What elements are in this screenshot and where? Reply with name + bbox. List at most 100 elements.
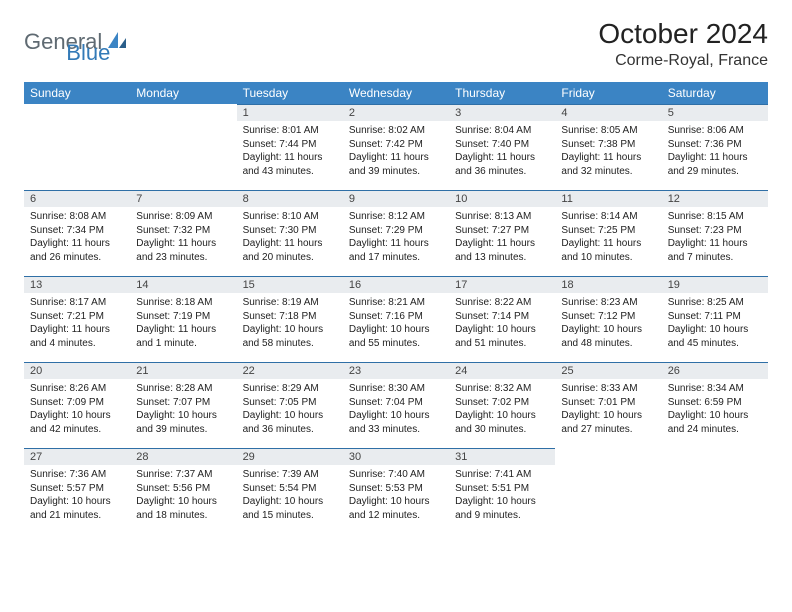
day-number: 2 [343, 104, 449, 121]
daylight-text: Daylight: 10 hours and 27 minutes. [561, 409, 655, 436]
day-content: Sunrise: 8:32 AMSunset: 7:02 PMDaylight:… [449, 379, 555, 440]
sunrise-text: Sunrise: 8:19 AM [243, 296, 337, 310]
day-number: 29 [237, 448, 343, 465]
day-number: 10 [449, 190, 555, 207]
day-content: Sunrise: 8:33 AMSunset: 7:01 PMDaylight:… [555, 379, 661, 440]
day-number: 20 [24, 362, 130, 379]
sunrise-text: Sunrise: 8:04 AM [455, 124, 549, 138]
sunrise-text: Sunrise: 8:13 AM [455, 210, 549, 224]
day-content: Sunrise: 7:37 AMSunset: 5:56 PMDaylight:… [130, 465, 236, 526]
calendar-day-cell: 11Sunrise: 8:14 AMSunset: 7:25 PMDayligh… [555, 190, 661, 276]
calendar-day-cell: 31Sunrise: 7:41 AMSunset: 5:51 PMDayligh… [449, 448, 555, 534]
weekday-header: Tuesday [237, 82, 343, 104]
weekday-header: Wednesday [343, 82, 449, 104]
calendar-table: Sunday Monday Tuesday Wednesday Thursday… [24, 82, 768, 534]
weekday-header: Thursday [449, 82, 555, 104]
calendar-day-cell: 22Sunrise: 8:29 AMSunset: 7:05 PMDayligh… [237, 362, 343, 448]
daylight-text: Daylight: 11 hours and 1 minute. [136, 323, 230, 350]
daylight-text: Daylight: 11 hours and 29 minutes. [668, 151, 762, 178]
day-number: 28 [130, 448, 236, 465]
weekday-header: Friday [555, 82, 661, 104]
day-number: 11 [555, 190, 661, 207]
sunset-text: Sunset: 5:51 PM [455, 482, 549, 496]
calendar-day-cell: 19Sunrise: 8:25 AMSunset: 7:11 PMDayligh… [662, 276, 768, 362]
daylight-text: Daylight: 10 hours and 12 minutes. [349, 495, 443, 522]
day-number: 17 [449, 276, 555, 293]
day-content: Sunrise: 8:26 AMSunset: 7:09 PMDaylight:… [24, 379, 130, 440]
weekday-header-row: Sunday Monday Tuesday Wednesday Thursday… [24, 82, 768, 104]
day-number: 3 [449, 104, 555, 121]
calendar-day-cell: 14Sunrise: 8:18 AMSunset: 7:19 PMDayligh… [130, 276, 236, 362]
calendar-day-cell [662, 448, 768, 534]
sunset-text: Sunset: 7:27 PM [455, 224, 549, 238]
sunset-text: Sunset: 7:02 PM [455, 396, 549, 410]
sunrise-text: Sunrise: 8:01 AM [243, 124, 337, 138]
day-content: Sunrise: 8:08 AMSunset: 7:34 PMDaylight:… [24, 207, 130, 268]
calendar-week-row: 27Sunrise: 7:36 AMSunset: 5:57 PMDayligh… [24, 448, 768, 534]
day-number: 15 [237, 276, 343, 293]
day-content: Sunrise: 8:14 AMSunset: 7:25 PMDaylight:… [555, 207, 661, 268]
day-content: Sunrise: 8:19 AMSunset: 7:18 PMDaylight:… [237, 293, 343, 354]
daylight-text: Daylight: 10 hours and 33 minutes. [349, 409, 443, 436]
calendar-day-cell: 17Sunrise: 8:22 AMSunset: 7:14 PMDayligh… [449, 276, 555, 362]
day-content: Sunrise: 8:30 AMSunset: 7:04 PMDaylight:… [343, 379, 449, 440]
sunrise-text: Sunrise: 7:36 AM [30, 468, 124, 482]
calendar-day-cell: 3Sunrise: 8:04 AMSunset: 7:40 PMDaylight… [449, 104, 555, 190]
day-content: Sunrise: 8:04 AMSunset: 7:40 PMDaylight:… [449, 121, 555, 182]
calendar-week-row: 20Sunrise: 8:26 AMSunset: 7:09 PMDayligh… [24, 362, 768, 448]
sunset-text: Sunset: 7:19 PM [136, 310, 230, 324]
daylight-text: Daylight: 10 hours and 15 minutes. [243, 495, 337, 522]
day-number: 8 [237, 190, 343, 207]
calendar-day-cell: 21Sunrise: 8:28 AMSunset: 7:07 PMDayligh… [130, 362, 236, 448]
calendar-page: General Blue October 2024 Corme-Royal, F… [0, 0, 792, 552]
sunrise-text: Sunrise: 8:32 AM [455, 382, 549, 396]
day-number: 27 [24, 448, 130, 465]
calendar-day-cell: 27Sunrise: 7:36 AMSunset: 5:57 PMDayligh… [24, 448, 130, 534]
day-content: Sunrise: 8:13 AMSunset: 7:27 PMDaylight:… [449, 207, 555, 268]
sunset-text: Sunset: 5:54 PM [243, 482, 337, 496]
day-number: 9 [343, 190, 449, 207]
sunset-text: Sunset: 7:44 PM [243, 138, 337, 152]
day-number: 4 [555, 104, 661, 121]
day-content: Sunrise: 8:12 AMSunset: 7:29 PMDaylight:… [343, 207, 449, 268]
calendar-day-cell [24, 104, 130, 190]
calendar-day-cell: 15Sunrise: 8:19 AMSunset: 7:18 PMDayligh… [237, 276, 343, 362]
calendar-day-cell: 23Sunrise: 8:30 AMSunset: 7:04 PMDayligh… [343, 362, 449, 448]
day-content: Sunrise: 8:01 AMSunset: 7:44 PMDaylight:… [237, 121, 343, 182]
sunrise-text: Sunrise: 8:29 AM [243, 382, 337, 396]
daylight-text: Daylight: 11 hours and 36 minutes. [455, 151, 549, 178]
calendar-day-cell: 13Sunrise: 8:17 AMSunset: 7:21 PMDayligh… [24, 276, 130, 362]
sunset-text: Sunset: 7:05 PM [243, 396, 337, 410]
daylight-text: Daylight: 11 hours and 20 minutes. [243, 237, 337, 264]
daylight-text: Daylight: 11 hours and 4 minutes. [30, 323, 124, 350]
calendar-day-cell: 16Sunrise: 8:21 AMSunset: 7:16 PMDayligh… [343, 276, 449, 362]
day-content: Sunrise: 8:25 AMSunset: 7:11 PMDaylight:… [662, 293, 768, 354]
calendar-day-cell: 30Sunrise: 7:40 AMSunset: 5:53 PMDayligh… [343, 448, 449, 534]
sunset-text: Sunset: 7:18 PM [243, 310, 337, 324]
day-number: 22 [237, 362, 343, 379]
day-number: 18 [555, 276, 661, 293]
sunset-text: Sunset: 7:01 PM [561, 396, 655, 410]
daylight-text: Daylight: 10 hours and 45 minutes. [668, 323, 762, 350]
sunrise-text: Sunrise: 8:34 AM [668, 382, 762, 396]
sunrise-text: Sunrise: 8:28 AM [136, 382, 230, 396]
day-number: 14 [130, 276, 236, 293]
sunset-text: Sunset: 7:14 PM [455, 310, 549, 324]
daylight-text: Daylight: 11 hours and 26 minutes. [30, 237, 124, 264]
day-content: Sunrise: 7:39 AMSunset: 5:54 PMDaylight:… [237, 465, 343, 526]
daylight-text: Daylight: 10 hours and 48 minutes. [561, 323, 655, 350]
day-content: Sunrise: 8:23 AMSunset: 7:12 PMDaylight:… [555, 293, 661, 354]
sunrise-text: Sunrise: 8:02 AM [349, 124, 443, 138]
daylight-text: Daylight: 11 hours and 17 minutes. [349, 237, 443, 264]
weekday-header: Monday [130, 82, 236, 104]
sunrise-text: Sunrise: 8:33 AM [561, 382, 655, 396]
sunrise-text: Sunrise: 8:14 AM [561, 210, 655, 224]
daylight-text: Daylight: 10 hours and 55 minutes. [349, 323, 443, 350]
day-content: Sunrise: 7:41 AMSunset: 5:51 PMDaylight:… [449, 465, 555, 526]
day-content: Sunrise: 8:21 AMSunset: 7:16 PMDaylight:… [343, 293, 449, 354]
sunrise-text: Sunrise: 8:05 AM [561, 124, 655, 138]
sunset-text: Sunset: 7:36 PM [668, 138, 762, 152]
sunrise-text: Sunrise: 8:17 AM [30, 296, 124, 310]
calendar-day-cell: 20Sunrise: 8:26 AMSunset: 7:09 PMDayligh… [24, 362, 130, 448]
day-content: Sunrise: 8:22 AMSunset: 7:14 PMDaylight:… [449, 293, 555, 354]
